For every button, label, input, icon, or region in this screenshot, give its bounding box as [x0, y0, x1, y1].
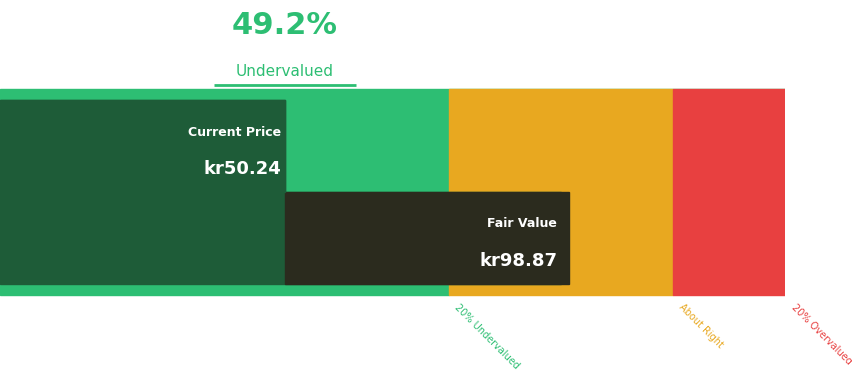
Bar	[0, 100, 285, 192]
Text: 20% Undervalued: 20% Undervalued	[452, 302, 521, 370]
Bar	[0, 192, 561, 283]
Text: 49.2%: 49.2%	[232, 11, 337, 40]
Text: About Right: About Right	[676, 302, 724, 350]
Text: Undervalued: Undervalued	[236, 64, 334, 79]
Bar	[672, 89, 785, 295]
Bar	[0, 100, 285, 192]
Bar	[285, 192, 568, 283]
Bar	[0, 283, 448, 295]
Bar	[0, 89, 785, 100]
Bar	[448, 89, 672, 295]
Text: kr50.24: kr50.24	[203, 160, 281, 178]
Text: Fair Value: Fair Value	[486, 217, 556, 230]
Bar	[0, 100, 448, 283]
Text: 20% Overvalued: 20% Overvalued	[788, 302, 852, 366]
Text: kr98.87: kr98.87	[479, 252, 556, 270]
Text: Current Price: Current Price	[187, 126, 281, 139]
